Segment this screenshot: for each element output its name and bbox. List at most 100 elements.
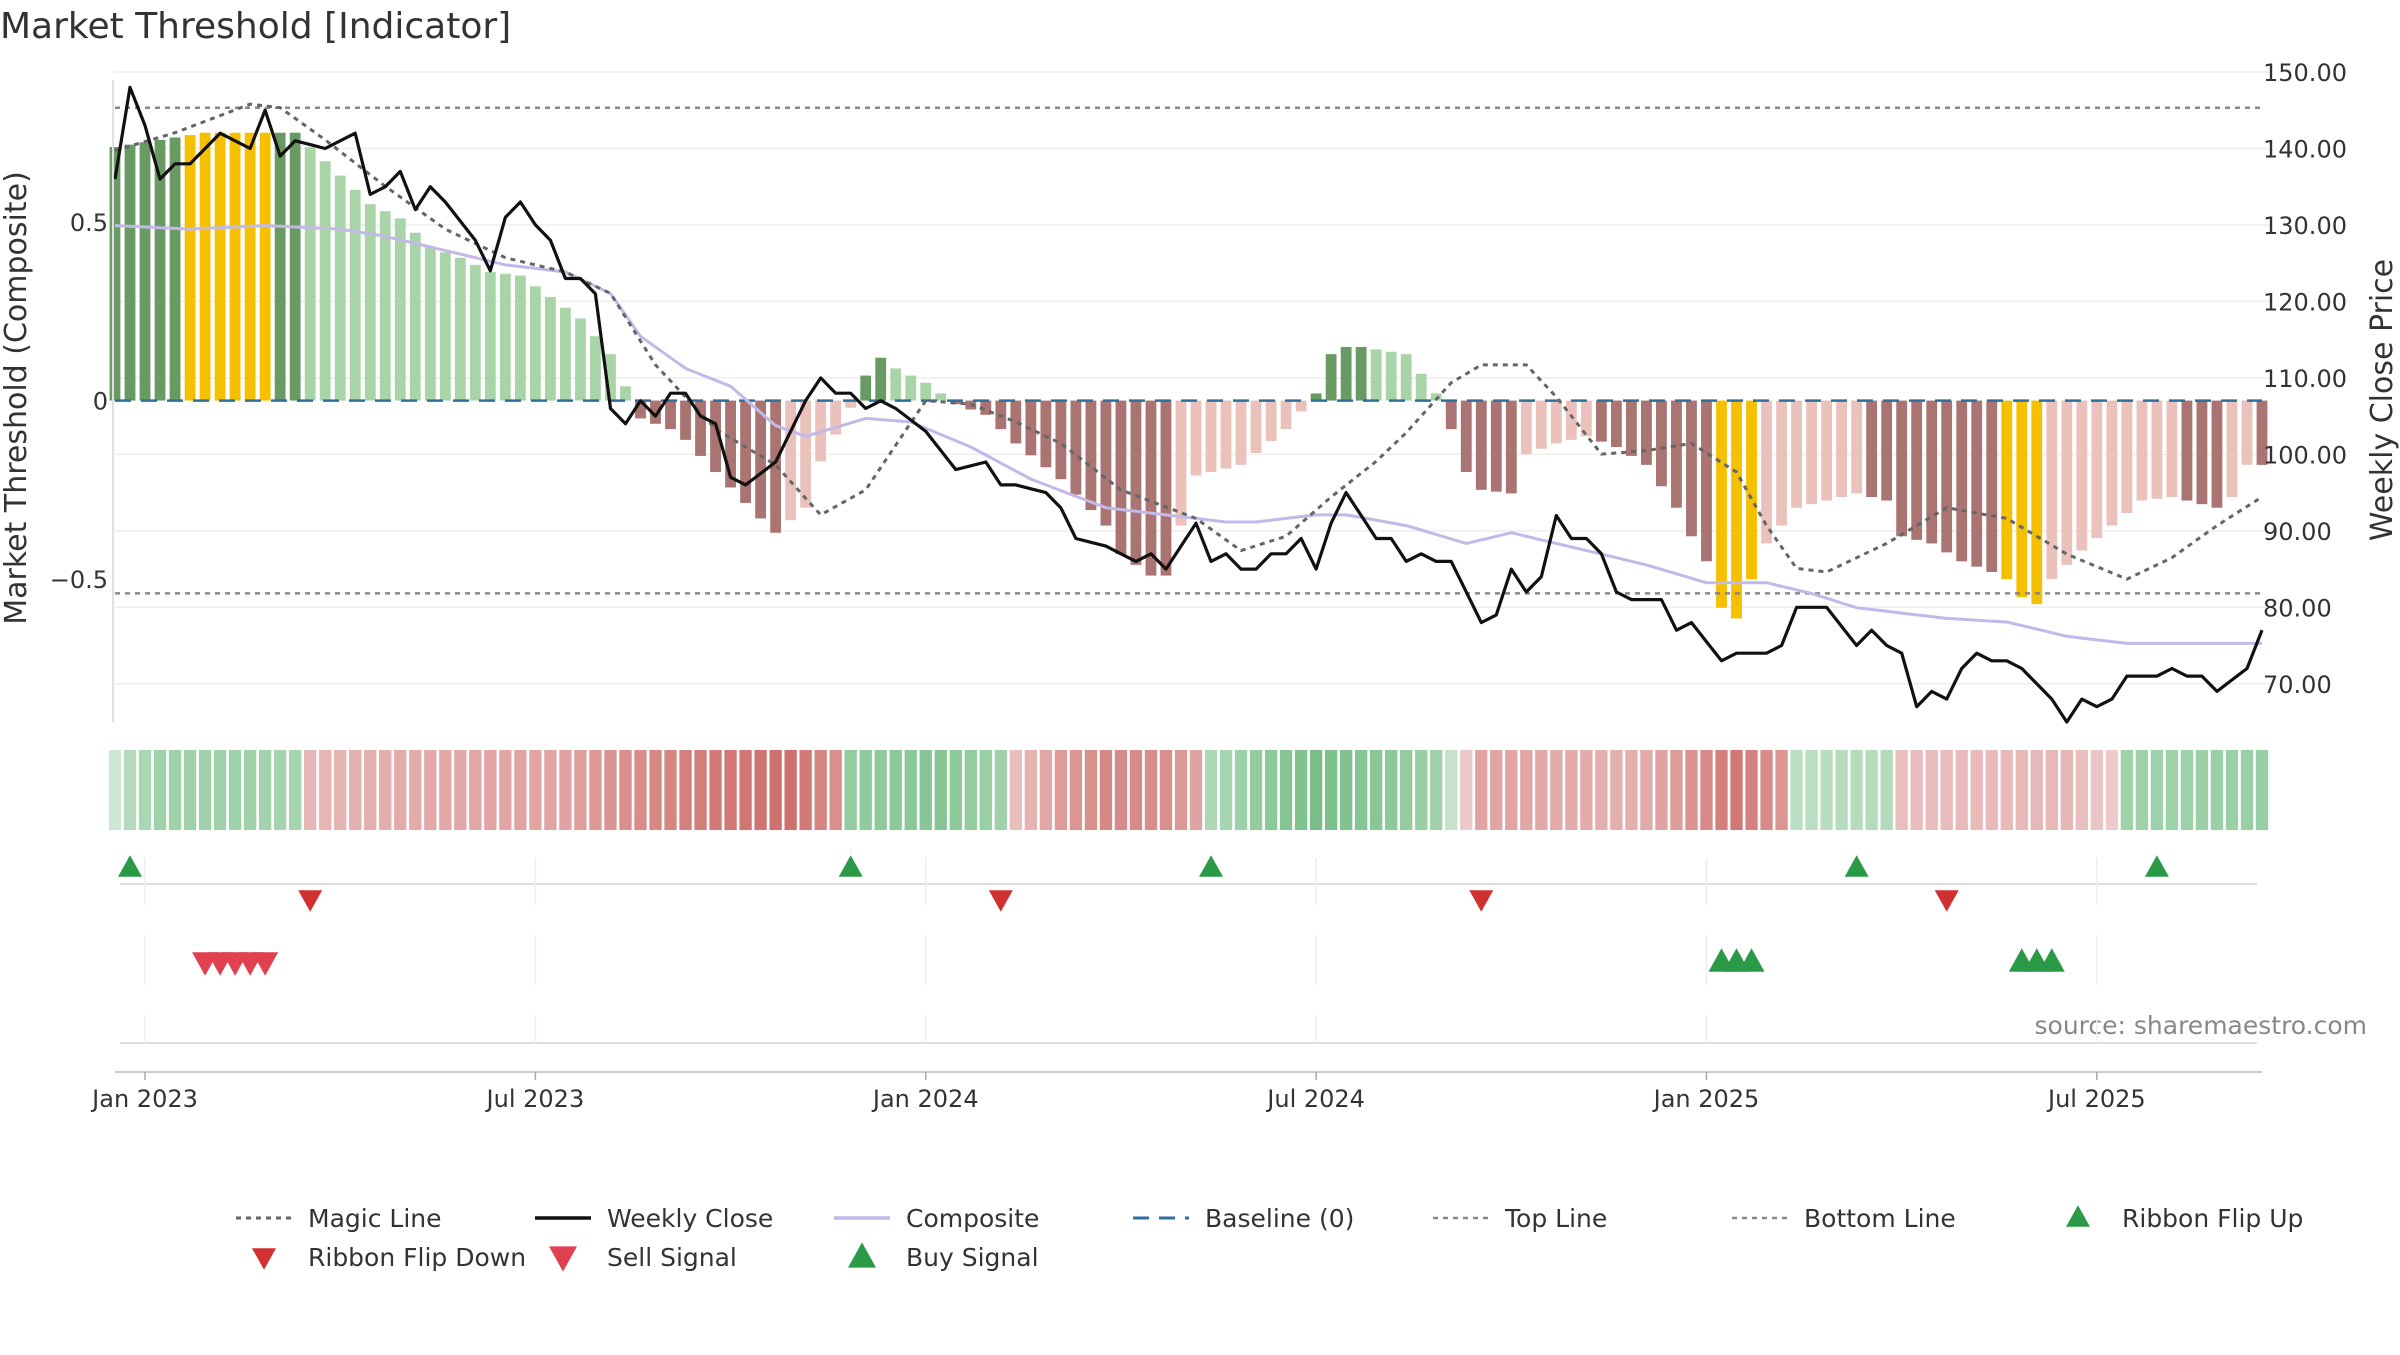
ribbon-cell <box>2255 750 2269 830</box>
composite-bar <box>740 400 751 503</box>
composite-bar <box>1626 400 1637 456</box>
ribbon-cell <box>424 750 437 830</box>
ribbon-cell <box>2180 750 2194 830</box>
composite-bar <box>1145 400 1157 576</box>
composite-bar <box>2181 400 2193 501</box>
ribbon-cell <box>1535 750 1548 830</box>
ribbon-cell <box>664 750 677 830</box>
ribbon-cell <box>2030 750 2043 830</box>
legend: Magic Line Weekly Close Composite Baseline … <box>236 1204 2303 1272</box>
ribbon-cell <box>1760 750 1773 830</box>
ribbon-cell <box>1339 750 1353 830</box>
composite-bar <box>1445 400 1457 430</box>
ribbon-cell <box>1024 750 1038 830</box>
composite-bar <box>214 132 226 401</box>
composite-bar <box>1220 400 1232 469</box>
ribbon-cell <box>2195 750 2209 830</box>
ribbon-cell <box>1715 750 1728 830</box>
composite-bar <box>1235 400 1247 465</box>
ribbon-cell <box>1355 750 1368 830</box>
ribbon-cell <box>454 750 467 830</box>
composite-bar <box>1370 349 1382 401</box>
ribbon-cell <box>1955 750 1968 830</box>
ribbon-flip-down-marker <box>1469 890 1494 912</box>
legend-label: Bottom Line <box>1804 1204 1956 1233</box>
composite-bar <box>1400 354 1412 401</box>
legend-item-sell: Sell Signal <box>549 1243 737 1272</box>
ribbon-flip-up-marker <box>1844 855 1869 877</box>
composite-bar <box>1310 393 1322 401</box>
ribbon-cell <box>1159 750 1173 830</box>
ribbon-cell <box>2240 750 2254 830</box>
composite-bar <box>1190 400 1202 476</box>
composite-bar <box>1595 400 1607 442</box>
composite-bar <box>905 375 917 401</box>
ribbon-cell <box>574 750 587 830</box>
signal-markers: Jan 2023 Jul 2023 Jan 2024 Jul 2024 Jan 2025… <box>90 855 2262 1113</box>
composite-bar <box>950 400 962 405</box>
ribbon-cell <box>2165 750 2179 830</box>
ribbon-cell <box>1294 750 1308 830</box>
ribbon-cell <box>1174 750 1188 830</box>
ribbon-cell <box>1775 750 1788 830</box>
composite-bar <box>1085 400 1097 511</box>
ribbon-cell <box>1895 750 1908 830</box>
composite-bar <box>1355 347 1367 401</box>
composite-bar <box>334 175 346 401</box>
ribbon-cell <box>319 750 332 830</box>
ribbon-flip-up-marker <box>2144 855 2169 877</box>
composite-bar <box>845 400 857 408</box>
ribbon-cell <box>754 750 767 830</box>
composite-bar <box>1265 400 1277 442</box>
composite-bar <box>304 147 316 401</box>
composite-bar <box>2001 400 2013 580</box>
ribbon-cell <box>2060 750 2073 830</box>
composite-bar <box>1100 400 1112 526</box>
ribbon-cell <box>1520 750 1533 830</box>
ribbon-cell <box>1430 750 1443 830</box>
ribbon-cell <box>1670 750 1683 830</box>
ribbon-cell <box>1189 750 1203 830</box>
ribbon-cell <box>544 750 557 830</box>
y2-tick-label: 120.00 <box>2263 288 2347 316</box>
legend-swatch-buy <box>848 1242 876 1268</box>
composite-bar <box>1686 400 1697 537</box>
composite-bar <box>274 132 286 401</box>
ribbon-cell <box>1865 750 1878 830</box>
ribbon-cell <box>2045 750 2058 830</box>
ribbon-cell <box>1084 750 1098 830</box>
y-tick-label: 0.5 <box>70 209 108 237</box>
axes: 0.5 0 −0.5 150.00 140.00 130.00 120.00 110.00 10… <box>0 59 2400 722</box>
ribbon-cell <box>364 750 377 830</box>
ribbon-cell <box>559 750 572 830</box>
composite-bar <box>2211 400 2223 508</box>
ribbon-cell <box>1730 750 1743 830</box>
composite-bar <box>514 275 526 401</box>
y2-tick-label: 110.00 <box>2263 365 2347 393</box>
composite-bar <box>1430 393 1442 401</box>
ribbon-cell <box>1400 750 1413 830</box>
composite-bar <box>1821 400 1832 501</box>
ribbon-cell <box>1039 750 1053 830</box>
ribbon-cell <box>1655 750 1668 830</box>
y2-tick-label: 70.00 <box>2263 671 2332 699</box>
composite-bar <box>920 382 932 401</box>
ribbon-flip-up-marker <box>1199 855 1224 877</box>
legend-label: Weekly Close <box>607 1204 773 1233</box>
ribbon-cell <box>634 750 647 830</box>
ribbon-cell <box>724 750 737 830</box>
ribbon-cell <box>409 750 422 830</box>
ribbon-cell <box>153 750 167 830</box>
ribbon-cell <box>694 750 707 830</box>
ribbon-cell <box>814 750 827 830</box>
ribbon-cell <box>1234 750 1248 830</box>
legend-item-buy: Buy Signal <box>848 1242 1039 1272</box>
composite-bar <box>1010 400 1022 444</box>
composite-bar <box>650 400 661 424</box>
legend-swatch-sell <box>549 1246 577 1272</box>
composite-bar <box>1115 400 1127 555</box>
composite-bar <box>529 286 541 401</box>
ribbon-cell <box>514 750 527 830</box>
composite-bar <box>259 132 271 401</box>
